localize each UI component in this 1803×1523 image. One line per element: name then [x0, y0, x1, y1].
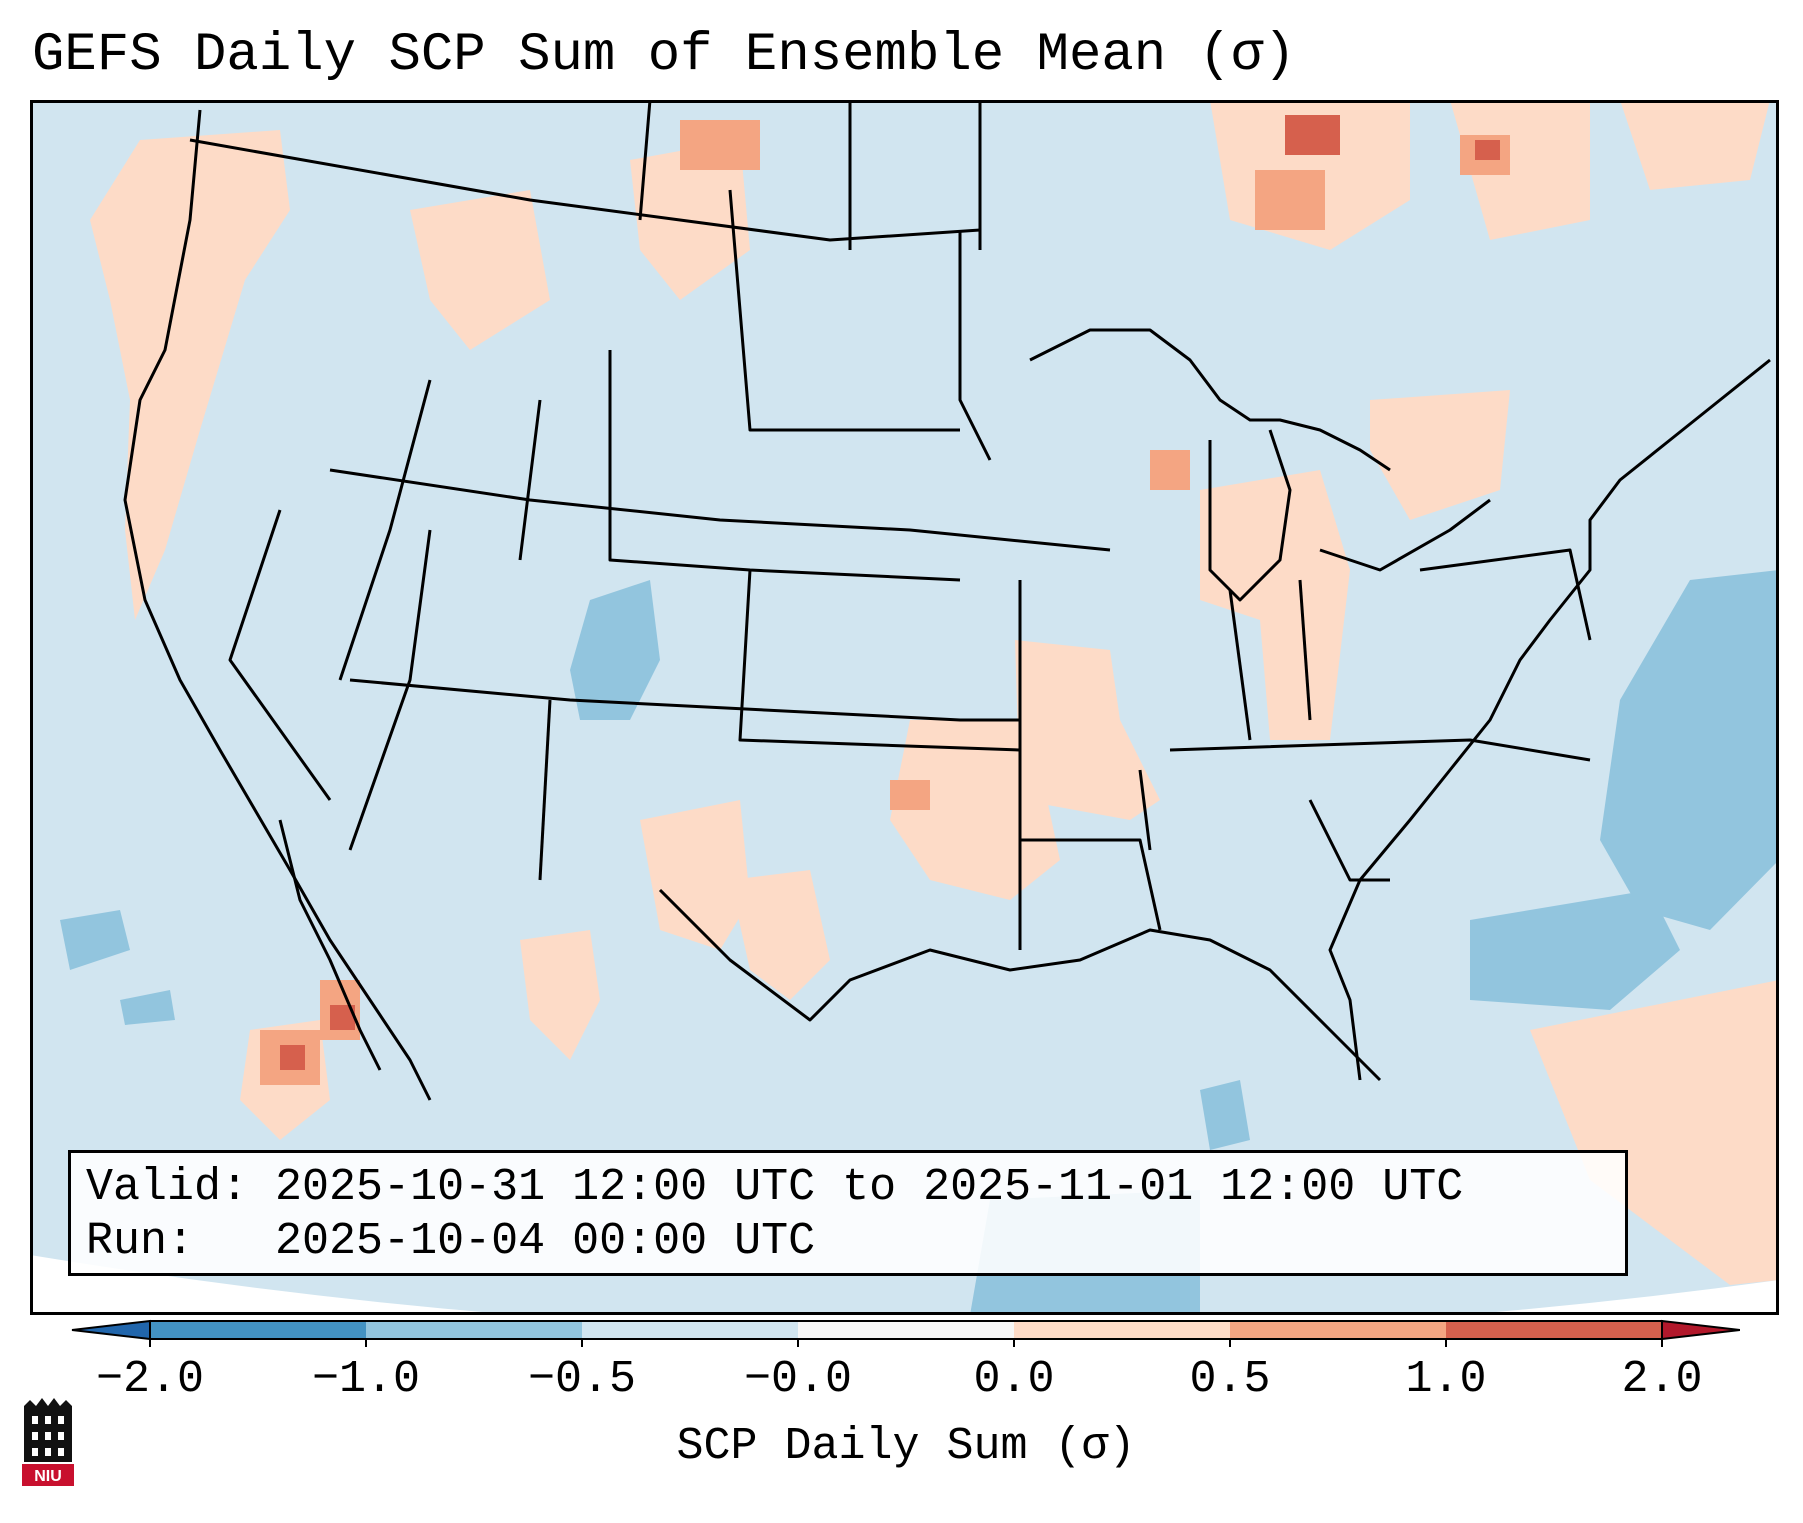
map-title: GEFS Daily SCP Sum of Ensemble Mean (σ) [32, 25, 1296, 86]
anomaly-positive-strong [280, 115, 1500, 1070]
colorbar-tick-5: 0.5 [1189, 1354, 1270, 1405]
colorbar-segment-1 [366, 1321, 582, 1339]
valid-label: Valid: [86, 1162, 249, 1213]
map-background [30, 100, 1779, 1315]
niu-logo: NIU [20, 1392, 76, 1493]
colorbar-outline [149, 1320, 1663, 1340]
map-border [30, 100, 1779, 1315]
colorbar: −2.0 −1.0 −0.5 −0.0 0.0 0.5 1.0 2.0 SCP … [60, 1318, 1741, 1518]
logo-windows-icon [32, 1416, 64, 1456]
colorbar-label: SCP Daily Sum (σ) [676, 1421, 1135, 1472]
run-label: Run: [86, 1216, 195, 1267]
colorbar-tick-3: −0.0 [744, 1354, 852, 1405]
colorbar-segment-3 [798, 1321, 1014, 1339]
map-panel[interactable] [30, 100, 1779, 1315]
colorbar-extend-low [71, 1319, 151, 1341]
valid-value: 2025-10-31 12:00 UTC to 2025-11-01 12:00… [275, 1162, 1464, 1213]
colorbar-tick-6: 1.0 [1405, 1354, 1486, 1405]
logo-tower-icon [24, 1398, 72, 1462]
colorbar-segment-0 [150, 1321, 366, 1339]
colorbar-segment-2 [582, 1321, 798, 1339]
info-box: Valid: 2025-10-31 12:00 UTC to 2025-11-0… [68, 1150, 1628, 1276]
colorbar-tick-7: 2.0 [1621, 1354, 1702, 1405]
run-value: 2025-10-04 00:00 UTC [275, 1216, 816, 1267]
colorbar-tick-1: −1.0 [312, 1354, 420, 1405]
colorbar-extend-high [1661, 1319, 1741, 1341]
map-boundaries [123, 100, 1771, 1101]
anomaly-positive-light [90, 100, 1779, 1285]
projection-edge [30, 1255, 1779, 1315]
colorbar-segment-5 [1230, 1321, 1446, 1339]
colorbar-tick-0: −2.0 [96, 1354, 204, 1405]
logo-badge [22, 1464, 74, 1486]
logo-text: NIU [34, 1468, 62, 1485]
colorbar-svg: −2.0 −1.0 −0.5 −0.0 0.0 0.5 1.0 2.0 SCP … [71, 1319, 1741, 1472]
colorbar-tick-4: 0.0 [973, 1354, 1054, 1405]
colorbar-tick-2: −0.5 [528, 1354, 636, 1405]
niu-logo-svg: NIU [22, 1398, 74, 1486]
colorbar-segment-6 [1446, 1321, 1662, 1339]
map-canvas [30, 100, 1779, 1315]
colorbar-segment-4 [1014, 1321, 1230, 1339]
